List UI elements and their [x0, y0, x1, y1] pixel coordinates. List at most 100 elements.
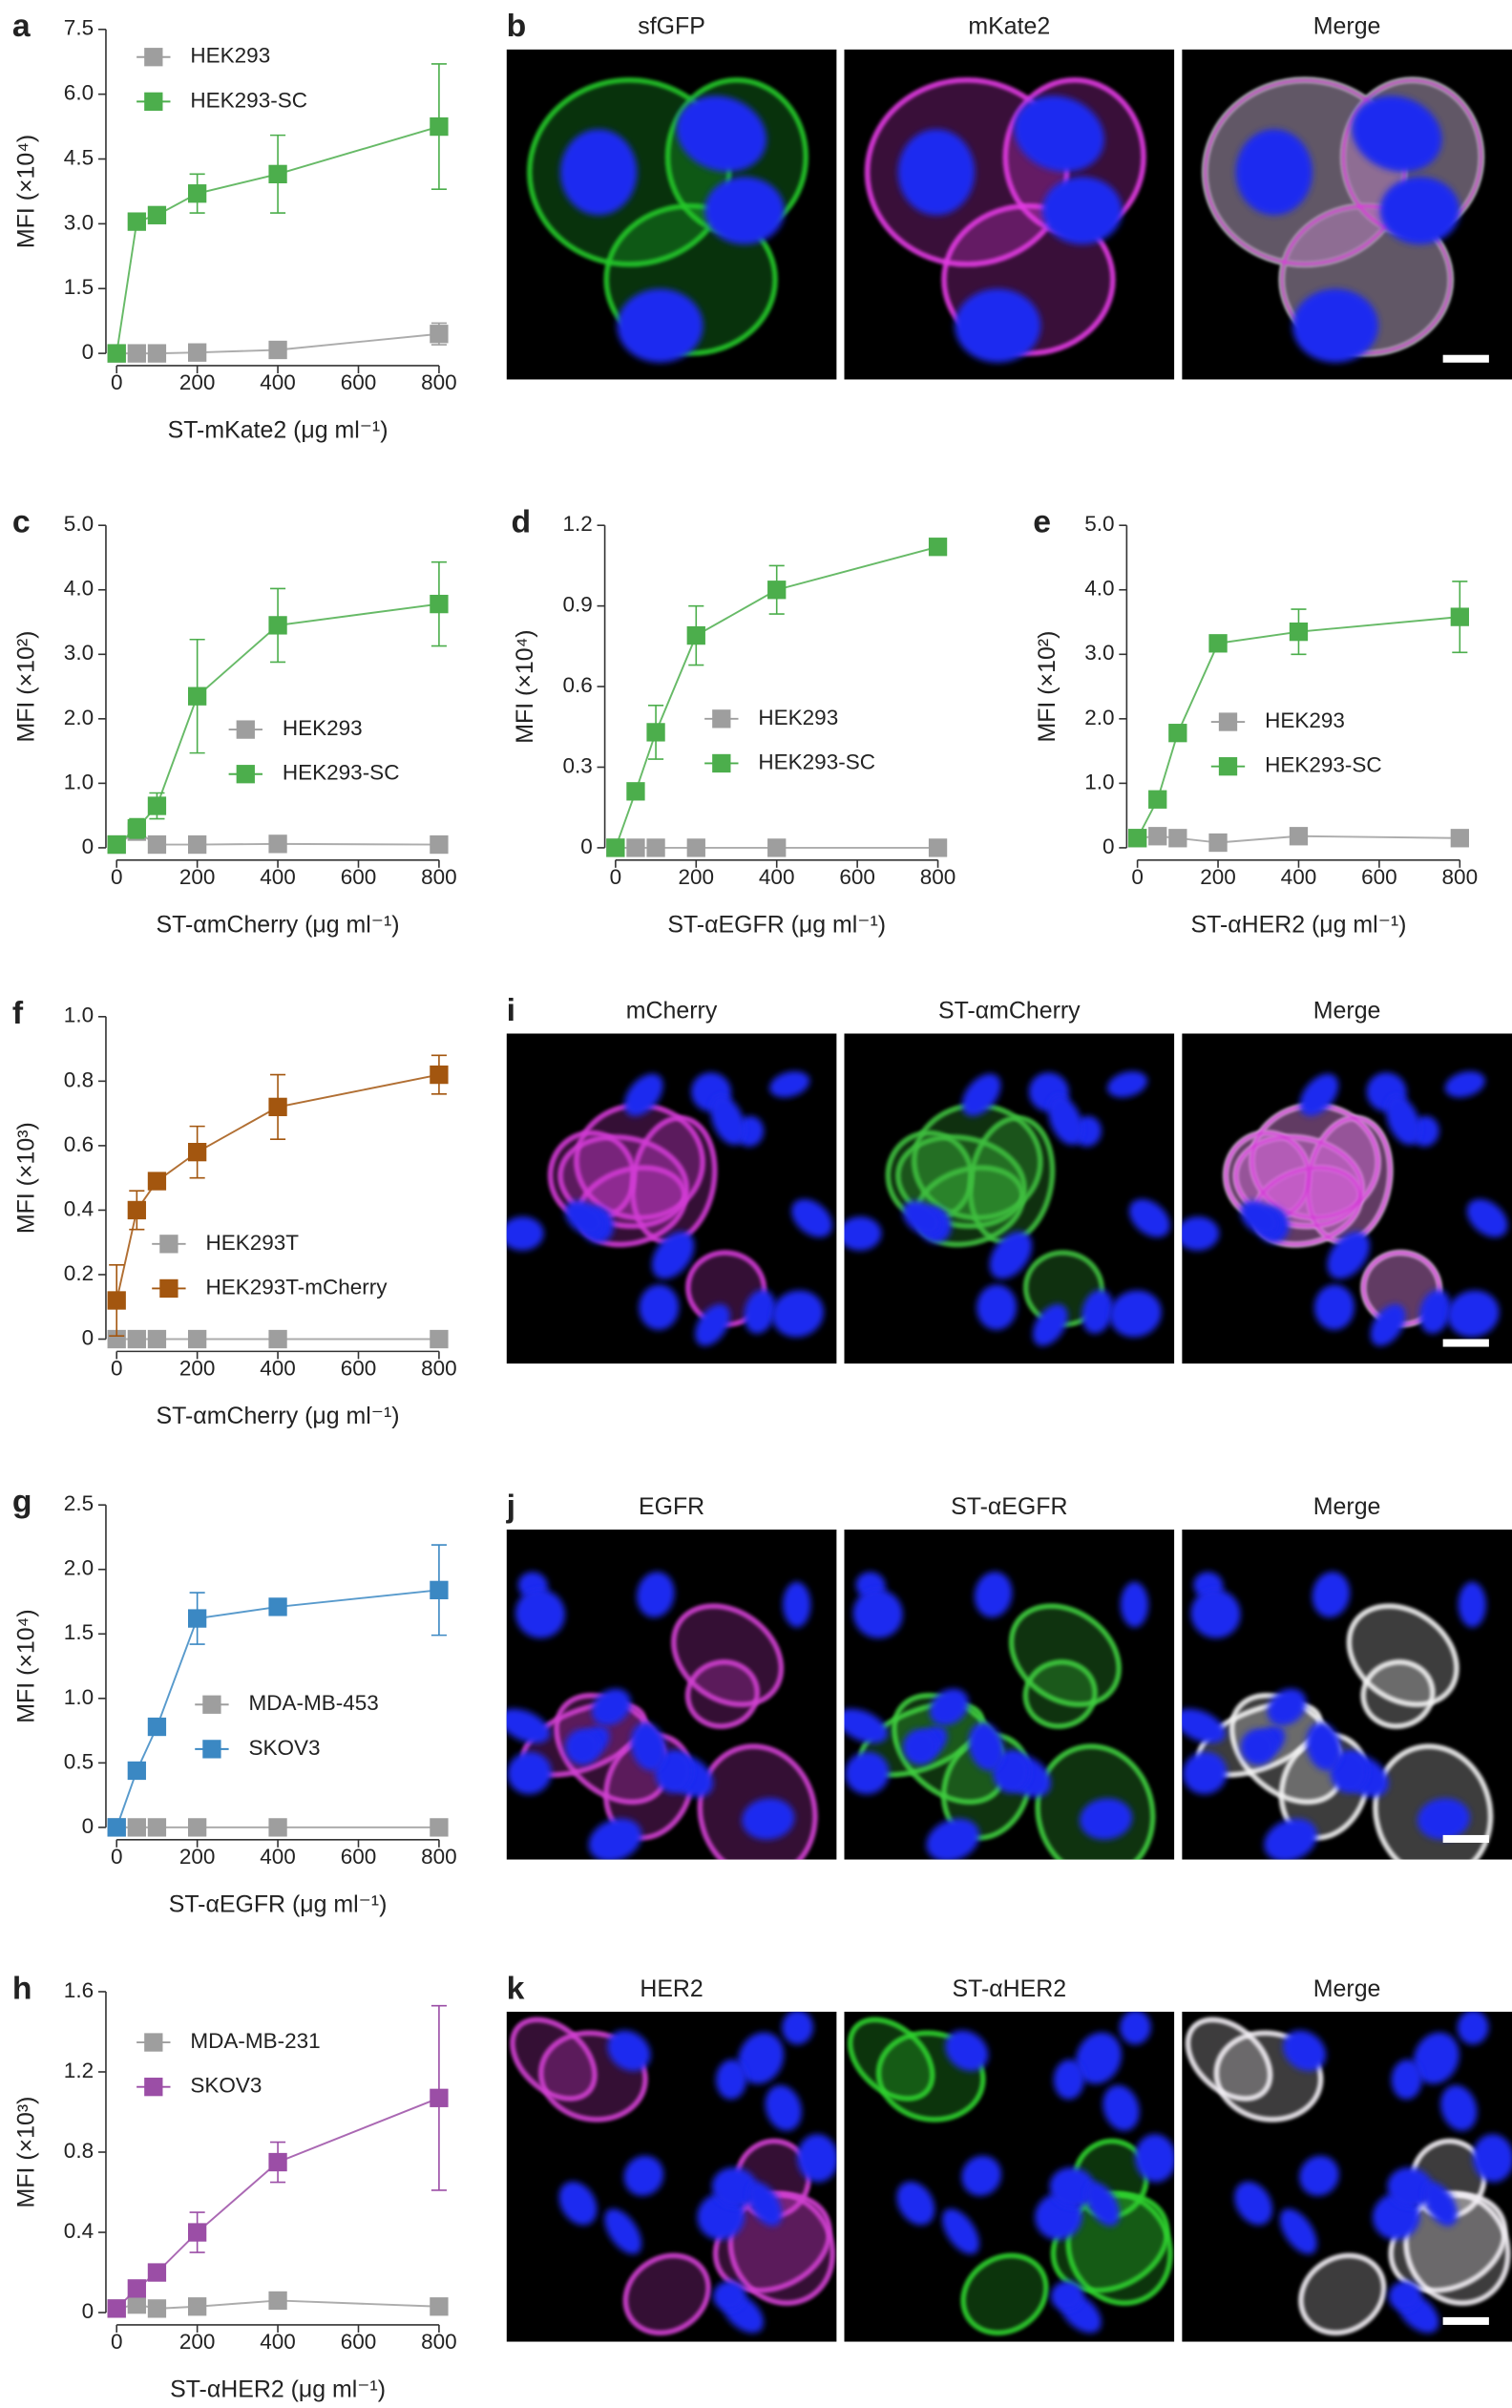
nucleus	[1109, 1290, 1162, 1338]
nucleus	[747, 2182, 783, 2227]
marker	[127, 2279, 146, 2298]
marker	[1127, 829, 1147, 848]
nucleus	[1182, 1216, 1220, 1251]
marker	[430, 594, 449, 614]
legend-marker	[236, 720, 255, 739]
nucleus	[1264, 1818, 1317, 1860]
marker	[127, 1818, 146, 1837]
nucleus	[1299, 1073, 1339, 1116]
x-tick-label: 600	[1361, 865, 1397, 889]
y-axis-title: MFI (×10³)	[13, 2097, 40, 2208]
marker	[127, 1200, 146, 1220]
x-tick-label: 0	[111, 370, 123, 394]
legend-label: SKOV3	[190, 2074, 262, 2098]
micrograph	[844, 1529, 1175, 1860]
marker	[268, 1097, 287, 1117]
y-tick-label: 1.0	[64, 1685, 94, 1709]
marker	[268, 340, 287, 360]
chart: d 0 0.3 0.6 0.9 1.2 0 200 400 600 800 ST-αEGFR (μg …	[512, 504, 956, 939]
nucleus	[604, 2208, 642, 2254]
marker	[147, 205, 167, 224]
nucleus	[744, 1289, 776, 1334]
nucleus	[1080, 1798, 1133, 1840]
x-axis-title: ST-αHER2 (μg ml⁻¹)	[170, 2376, 386, 2403]
legend-marker	[144, 2078, 163, 2097]
legend-label: MDA-MB-453	[249, 1691, 379, 1715]
y-tick-label: 0	[82, 1325, 94, 1349]
nucleus	[782, 2011, 813, 2045]
legend-label: HEK293T	[205, 1231, 299, 1255]
chart: a 0 1.5 3.0 4.5 6.0 7.5 0 200 400 600 800 ST-mKate2 …	[12, 8, 457, 444]
marker	[187, 1818, 207, 1837]
y-tick-label: 2.0	[1084, 706, 1114, 729]
nucleus	[1387, 2166, 1434, 2208]
x-tick-label: 200	[179, 1845, 216, 1869]
nucleus	[797, 2134, 837, 2183]
y-tick-label: 6.0	[64, 81, 94, 105]
marker	[147, 796, 167, 815]
chart: g 0 0.5 1.0 1.5 2.0 2.5 0 200 400 600 800 ST-αEGFR (…	[12, 1484, 457, 1918]
x-tick-label: 400	[260, 1845, 296, 1869]
nucleus	[1417, 1798, 1470, 1840]
image-title: Merge	[1313, 998, 1381, 1024]
nucleus	[1050, 2280, 1083, 2312]
nucleus	[1183, 1751, 1228, 1795]
marker	[1208, 833, 1228, 853]
nucleus	[695, 1303, 730, 1346]
legend-marker	[1218, 712, 1238, 731]
cell-body	[847, 2017, 935, 2102]
marker	[268, 616, 287, 635]
marker	[268, 1597, 287, 1616]
nucleus	[1466, 1198, 1508, 1237]
nucleus	[1102, 2084, 1140, 2131]
marker	[107, 834, 126, 855]
x-tick-label: 800	[421, 865, 457, 889]
scale-bar	[1442, 2316, 1489, 2325]
y-tick-label: 0	[82, 2299, 94, 2323]
y-tick-label: 1.2	[64, 2059, 94, 2082]
marker	[187, 1142, 207, 1162]
marker	[187, 686, 207, 706]
nucleus	[1085, 2182, 1121, 2227]
x-tick-label: 800	[1442, 865, 1479, 889]
legend-marker	[1218, 757, 1238, 776]
nucleus	[1234, 2181, 1273, 2226]
nucleus	[783, 1581, 811, 1628]
x-tick-label: 400	[759, 865, 795, 889]
nucleus	[765, 2084, 802, 2131]
marker	[187, 834, 207, 855]
nucleus	[1182, 1708, 1226, 1743]
y-tick-label: 7.5	[64, 16, 94, 40]
y-axis-title: MFI (×10⁴)	[13, 1609, 40, 1722]
x-tick-label: 600	[341, 865, 377, 889]
marker	[147, 1818, 167, 1837]
nucleus	[704, 177, 785, 244]
x-tick-label: 0	[1131, 865, 1144, 889]
cell-body	[670, 1603, 785, 1708]
nucleus	[1418, 1289, 1452, 1334]
marker	[430, 2297, 449, 2316]
nucleus	[630, 1722, 666, 1771]
marker	[147, 2299, 167, 2318]
nucleus	[955, 288, 1041, 363]
panel-letter: d	[512, 504, 532, 540]
scale-bar	[1442, 354, 1489, 363]
x-tick-label: 200	[179, 1357, 216, 1381]
marker	[430, 1580, 449, 1599]
y-tick-label: 5.0	[64, 512, 94, 536]
y-tick-label: 0.6	[562, 673, 592, 697]
y-tick-label: 1.5	[64, 1620, 94, 1644]
nucleus	[771, 1290, 824, 1338]
nucleus	[738, 2032, 785, 2084]
marker	[1168, 724, 1187, 743]
nucleus	[564, 1200, 604, 1236]
marker	[1168, 829, 1187, 848]
marker	[1450, 607, 1469, 626]
marker	[268, 1818, 287, 1837]
nucleus	[1279, 2208, 1317, 2254]
marker	[268, 1329, 287, 1349]
y-axis-title: MFI (×10⁴)	[13, 135, 40, 248]
x-tick-label: 600	[341, 1357, 377, 1381]
image-title: mCherry	[626, 998, 718, 1024]
nucleus	[713, 2280, 746, 2312]
